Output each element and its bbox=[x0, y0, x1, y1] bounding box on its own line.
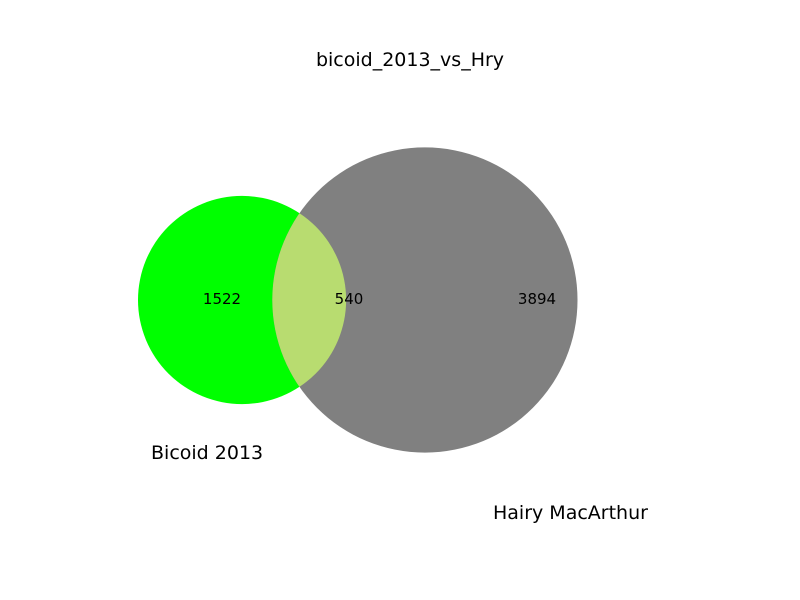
only-a-count: 1522 bbox=[203, 290, 241, 308]
set-a-label: Bicoid 2013 bbox=[151, 442, 263, 464]
set-b-circle bbox=[272, 147, 578, 453]
only-b-count: 3894 bbox=[518, 290, 556, 308]
intersection-count: 540 bbox=[335, 290, 364, 308]
chart-title: bicoid_2013_vs_Hry bbox=[316, 49, 504, 71]
set-b-label: Hairy MacArthur bbox=[493, 502, 648, 524]
